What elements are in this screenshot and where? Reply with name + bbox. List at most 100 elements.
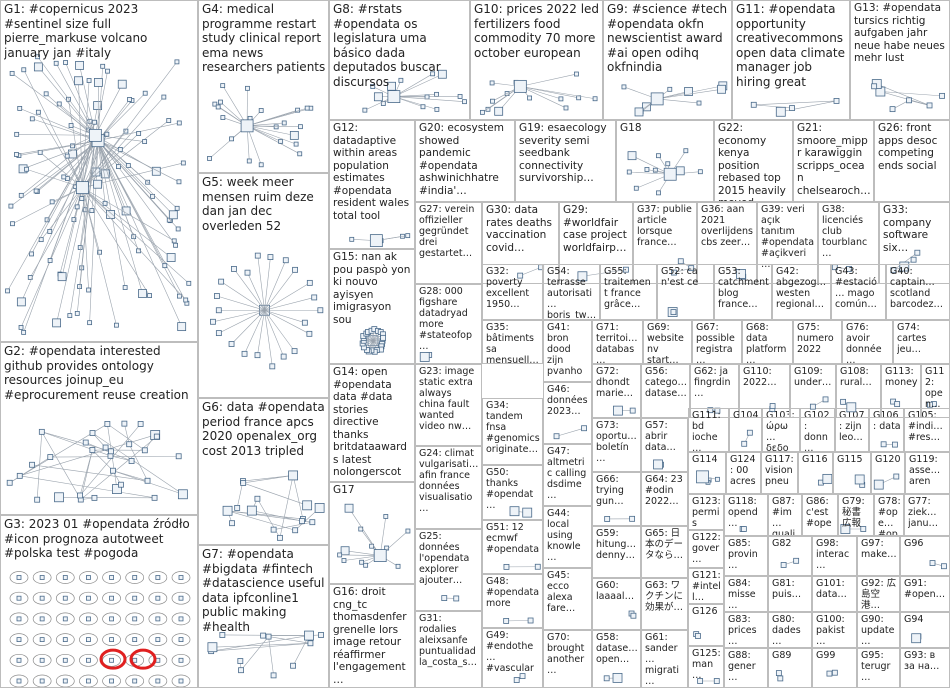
graph-node: [68, 123, 74, 128]
graph-node: [174, 205, 180, 211]
graph-node: [66, 96, 71, 102]
graph-node: [713, 678, 720, 684]
graph-edge: [26, 168, 83, 188]
graph-edge-loop: [148, 653, 168, 667]
graph-node: [93, 78, 103, 87]
group-label: G63: ワクチンに効果が…: [645, 580, 684, 613]
graph-edge: [393, 96, 437, 110]
graph-node: [740, 526, 747, 532]
graph-edge-loop: [148, 571, 168, 584]
graph-node: [74, 310, 80, 316]
group-label: G99: [816, 650, 836, 661]
graph-node: [183, 297, 189, 303]
group-label: G32: poverty excellent 1950…: [486, 266, 530, 310]
graph-node: [292, 527, 299, 534]
graph-node: [128, 458, 135, 464]
graph-node: [39, 637, 45, 642]
graph-node: [245, 85, 250, 91]
group-label: G47: altmetric calling dsdime…: [547, 446, 587, 501]
graph-node: [527, 95, 533, 101]
graph-node: [102, 200, 108, 206]
graph-edge-loop: [55, 674, 75, 687]
group-label: G125: man…: [692, 648, 721, 681]
graph-node: [265, 633, 272, 640]
graph-node: [141, 447, 148, 454]
group-g102: G102: donn… d'enq…: [800, 408, 835, 452]
graph-edge-loop: [79, 653, 98, 667]
graph-edge: [82, 133, 139, 188]
graph-edge-loop: [32, 633, 52, 646]
graph-edge-loop: [32, 571, 52, 584]
group-g94: G94: [900, 612, 950, 648]
graph-edge: [520, 86, 596, 100]
graph-node: [16, 595, 22, 601]
graph-node: [270, 672, 277, 679]
graph-node: [93, 101, 103, 110]
graph-edge: [82, 187, 117, 326]
group-g7: G7: #opendata #bigdata #fintech #datasci…: [198, 545, 329, 688]
group-label: G118: opend…: [728, 496, 758, 529]
graph-node: [688, 265, 695, 272]
group-label: G122: gover…: [692, 532, 721, 565]
graph-node: [363, 562, 369, 568]
graph-node: [106, 210, 115, 219]
group-label: G95: terugr…: [861, 650, 891, 683]
group-g112: G112: open…: [921, 364, 950, 418]
graph-node: [434, 91, 439, 97]
graph-node: [577, 271, 588, 282]
group-label: G87: #im… quali…: [772, 496, 796, 536]
graph-node: [34, 496, 41, 503]
group-label: G43: #estació… mago común…: [835, 266, 877, 310]
group-g69: G69: website nv start…: [643, 320, 692, 364]
graph-edge: [227, 510, 296, 531]
graph-node: [362, 107, 368, 113]
graph-node: [891, 441, 898, 448]
group-label: G20: ecosystem showed pandemic #opendata…: [419, 122, 504, 197]
graph-node: [929, 560, 936, 566]
group-label: G126: [692, 606, 718, 617]
graph-edge-loop: [32, 674, 52, 687]
graph-node: [104, 421, 111, 427]
graph-node: [380, 334, 387, 341]
graph-edge: [216, 295, 265, 311]
graph-node: [109, 657, 114, 663]
graph-node: [176, 293, 182, 299]
graph-node: [74, 76, 83, 86]
graph-hub-node: [663, 167, 677, 181]
graph-node: [457, 94, 463, 99]
graph-edge-loop: [9, 653, 29, 667]
graph-node: [298, 124, 303, 130]
graph-node: [155, 595, 161, 601]
group-label: G112: open…: [925, 366, 945, 410]
graph-node: [340, 546, 350, 556]
graph-node: [125, 163, 131, 168]
group-g7-network: [207, 630, 324, 679]
graph-node: [142, 90, 148, 96]
graph-node: [634, 107, 644, 117]
graph-edge: [582, 269, 626, 277]
graph-node: [860, 526, 867, 532]
group-g56: G56: catego… datase…: [641, 364, 690, 418]
graph-edge-loop: [102, 571, 121, 584]
graph-node: [39, 616, 45, 622]
graph-edge: [264, 269, 296, 311]
group-label: G4: medical programme restart study clin…: [202, 2, 326, 74]
graph-edge: [264, 297, 315, 311]
graph-node: [254, 252, 261, 259]
group-label: G58: datase… open…: [596, 632, 638, 665]
graph-node: [854, 474, 865, 485]
graph-node: [166, 118, 172, 123]
graph-node: [109, 575, 114, 580]
graph-node: [110, 467, 116, 474]
graph-edge: [80, 436, 157, 500]
group-g108-network: [840, 398, 857, 413]
graph-node: [822, 396, 829, 403]
graph-node: [254, 352, 261, 359]
graph-node: [522, 507, 533, 518]
graph-edge-loop: [102, 591, 121, 605]
graph-node: [177, 322, 187, 332]
graph-node: [136, 131, 142, 136]
graph-node: [57, 272, 67, 282]
group-label: G1: #copernicus 2023 #sentinel size full…: [4, 2, 148, 60]
group-label: G66: trying gun…: [596, 474, 624, 507]
